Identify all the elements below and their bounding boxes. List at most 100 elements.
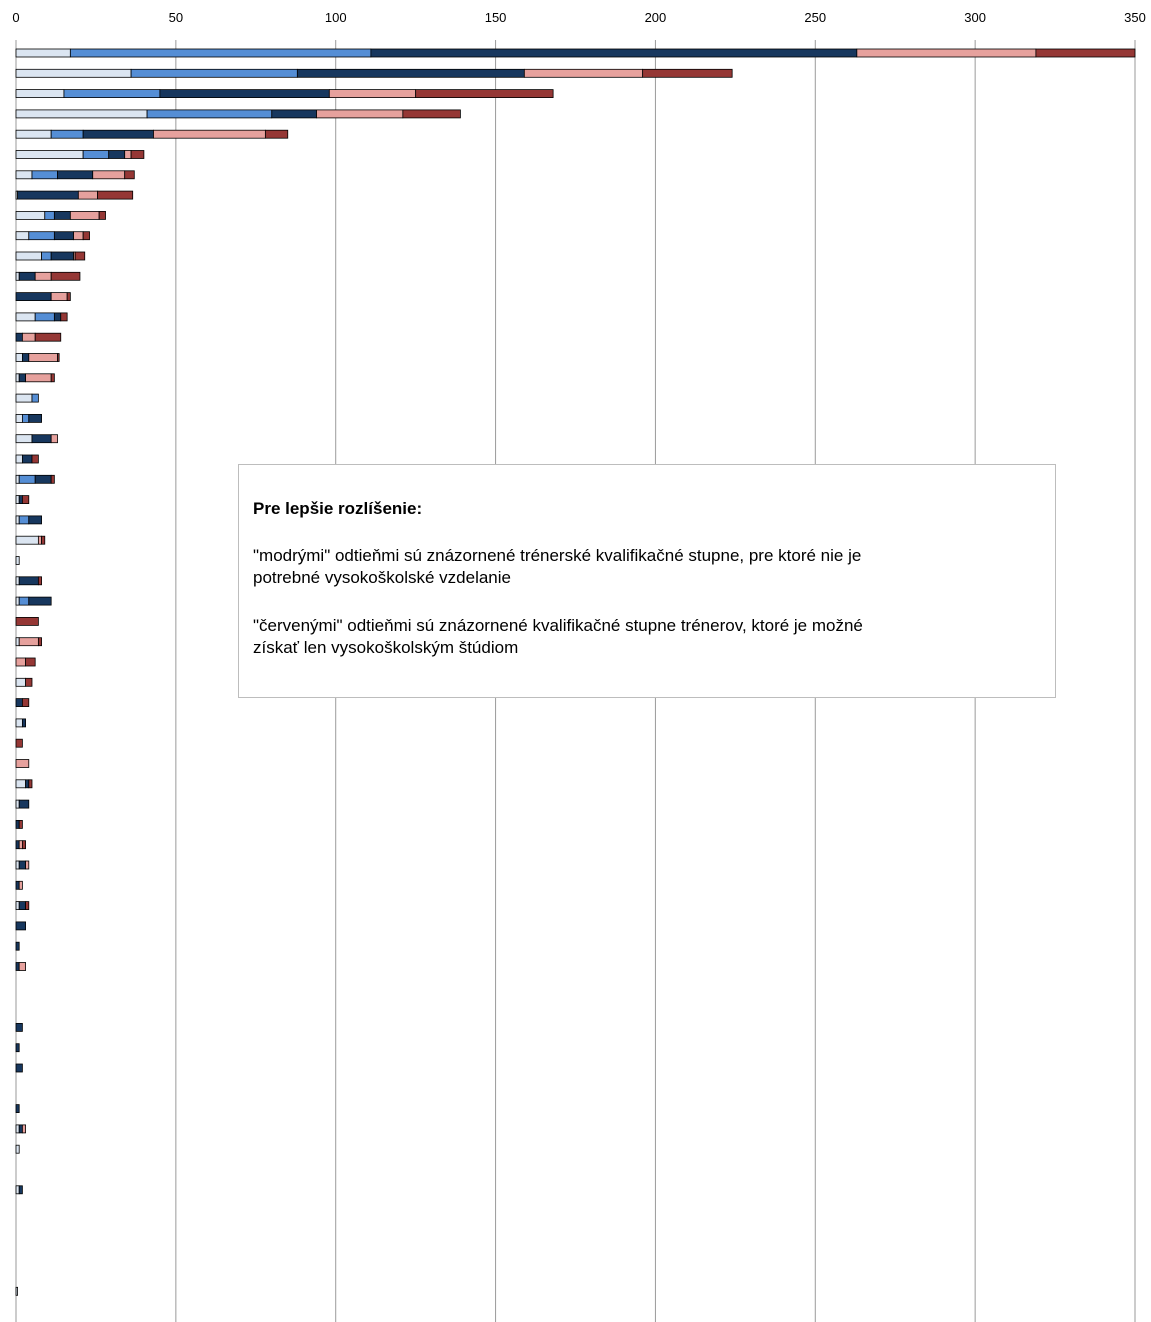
bar-row-43-segment-1 (15, 901, 20, 910)
bar-row-23-segment-5 (21, 495, 30, 505)
bar-row-36-segment-4 (15, 759, 30, 768)
x-tick-label: 250 (804, 10, 826, 25)
bar-row-7-segment-2 (31, 170, 58, 180)
bar-row-9-segment-4 (69, 210, 100, 220)
bar-row-46-segment-3 (15, 962, 20, 971)
bar-row-10-segment-1 (15, 231, 30, 241)
bar-row-9-segment-1 (15, 210, 46, 220)
bar-row-1-segment-4 (856, 48, 1037, 58)
bar-row-33-segment-5 (21, 698, 30, 707)
bar-row-20-segment-4 (50, 434, 58, 444)
bar-row-10-segment-4 (73, 231, 84, 241)
bar-row-12-segment-5 (50, 271, 81, 281)
bar-row-26-segment-1 (15, 556, 20, 565)
note-red-line-1: "červenými" odtieňmi sú znázornené kvali… (253, 616, 863, 635)
bar-row-32-segment-1 (15, 677, 26, 687)
bar-row-19-segment-1 (15, 413, 23, 423)
legend-note-box: Pre lepšie rozlíšenie: "modrými" odtieňm… (238, 464, 1056, 698)
bar-row-29-segment-5 (15, 617, 39, 626)
bar-row-15-segment-3 (15, 332, 23, 342)
bar-row-57-segment-3 (18, 1185, 23, 1195)
bar-row-54-segment-4 (21, 1124, 26, 1134)
bar-row-8-segment-4 (77, 190, 98, 200)
bar-row-7-segment-1 (15, 170, 33, 180)
bar-row-37-segment-3 (25, 779, 30, 789)
bar-row-23-segment-3 (18, 495, 23, 505)
bar-row-37-segment-1 (15, 779, 26, 789)
bar-row-13-segment-4 (50, 292, 68, 302)
bar-row-3-segment-5 (415, 89, 554, 98)
bar-row-54-segment-3 (18, 1124, 23, 1134)
bar-row-30-segment-4 (18, 637, 39, 647)
bar-row-14-segment-3 (53, 312, 62, 322)
bar-row-42-segment-3 (15, 880, 20, 890)
bar-row-4-segment-1 (15, 109, 148, 119)
bar-row-25-segment-4 (37, 535, 42, 545)
bar-row-5-segment-4 (153, 129, 266, 139)
bar-row-28-segment-2 (18, 596, 30, 606)
bar-row-14-segment-5 (60, 312, 68, 322)
bar-row-43-segment-3 (18, 901, 26, 910)
bar-row-17-segment-4 (25, 373, 52, 383)
bar-row-12-segment-4 (34, 271, 52, 281)
bar-row-4-segment-3 (271, 109, 317, 119)
bar-row-4-segment-2 (146, 109, 273, 119)
bar-row-16-segment-5 (57, 353, 60, 362)
bar-row-21-segment-3 (21, 454, 33, 464)
bar-row-9-segment-3 (53, 210, 71, 220)
bar-row-2-segment-2 (130, 68, 298, 78)
bar-row-3-segment-2 (63, 89, 161, 98)
bar-row-17-segment-1 (15, 373, 20, 383)
bar-row-22-segment-3 (34, 474, 52, 484)
bar-row-1-segment-1 (15, 48, 71, 58)
bar-row-7-segment-5 (124, 170, 135, 180)
bar-row-31-segment-5 (25, 657, 36, 667)
x-tick-label: 100 (325, 10, 347, 25)
bar-row-62-segment-1 (15, 1286, 18, 1296)
bar-row-12-segment-3 (18, 271, 36, 281)
bar-row-33-segment-3 (15, 698, 23, 707)
bar-row-7-segment-3 (57, 170, 94, 180)
x-axis-tick-labels: 0 50 100 150 200 250 300 350 (12, 10, 1145, 25)
bar-row-1-segment-2 (69, 48, 372, 58)
bar-row-3-segment-3 (159, 89, 330, 98)
bar-row-9-segment-5 (98, 210, 106, 220)
bar-row-45-segment-3 (15, 941, 20, 951)
bar-row-15-segment-4 (21, 332, 36, 342)
x-tick-label: 200 (645, 10, 667, 25)
bar-row-18-segment-2 (31, 393, 39, 403)
bar-row-24-segment-1 (15, 515, 20, 525)
note-blue-line-1: "modrými" odtieňmi sú znázornené tréners… (253, 546, 862, 565)
bar-row-50-segment-3 (15, 1043, 20, 1053)
bar-row-18-segment-1 (15, 393, 33, 403)
bar-row-6-segment-4 (124, 150, 132, 159)
bar-row-5-segment-3 (82, 129, 154, 139)
x-tick-label: 150 (485, 10, 507, 25)
bar-row-2-segment-4 (523, 68, 644, 78)
bar-row-2-segment-1 (15, 68, 132, 78)
bar-row-41-segment-1 (15, 860, 20, 870)
bar-row-1-segment-5 (1035, 48, 1136, 58)
bar-row-5-segment-1 (15, 129, 52, 139)
bar-row-22-segment-2 (18, 474, 36, 484)
bar-row-4-segment-5 (402, 109, 461, 119)
bar-row-22-segment-1 (15, 474, 20, 484)
bar-row-27-segment-5 (37, 576, 42, 586)
bar-row-11-segment-1 (15, 251, 42, 261)
bar-row-4-segment-4 (316, 109, 404, 119)
bar-row-10-segment-5 (82, 231, 90, 241)
bar-row-42-segment-4 (18, 880, 23, 890)
bar-row-38-segment-3 (18, 799, 30, 809)
bar-row-9-segment-2 (44, 210, 55, 220)
bar-row-6-segment-5 (130, 150, 145, 159)
bar-row-16-segment-1 (15, 353, 23, 362)
bar-row-40-segment-5 (21, 840, 26, 850)
bars (15, 48, 1136, 1296)
bar-row-31-segment-4 (15, 657, 26, 667)
bar-row-11-segment-2 (41, 251, 52, 261)
note-red-line-2: získať len vysokoškolským štúdiom (253, 638, 519, 657)
bar-row-23-segment-1 (15, 495, 20, 505)
bar-row-19-segment-3 (28, 413, 42, 423)
